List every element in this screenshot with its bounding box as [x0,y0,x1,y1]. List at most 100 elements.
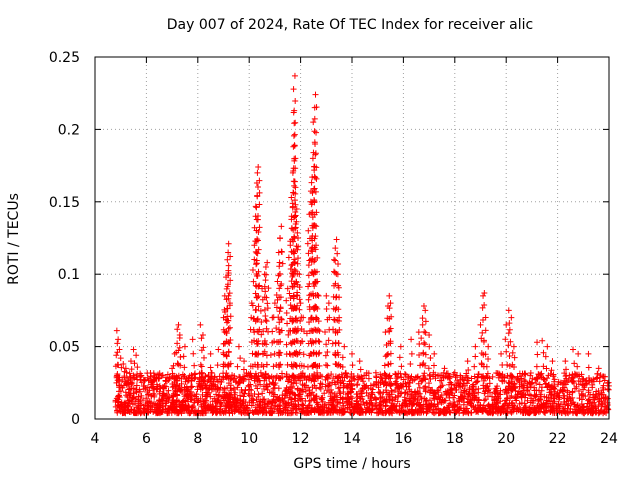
data-point [322,383,329,390]
data-point [382,402,389,409]
data-point [369,406,376,413]
data-point [376,408,383,415]
data-point [323,373,330,380]
data-point [215,378,222,385]
data-point [321,390,328,397]
data-point [447,400,454,407]
data-point [237,374,244,381]
data-point [292,225,299,232]
data-point [189,375,196,382]
data-point [468,409,475,416]
data-point [527,370,534,377]
data-point [291,142,298,149]
data-point [497,391,504,398]
data-point [426,397,433,404]
data-point [292,184,299,191]
data-point [255,293,262,300]
data-point [252,290,259,297]
data-point [327,410,334,417]
data-point [508,386,515,393]
data-point [278,248,285,255]
data-point [595,388,602,395]
data-point [362,408,369,415]
data-point [487,409,494,416]
data-point [506,362,513,369]
data-point [527,372,534,379]
data-point [392,370,399,377]
data-point [124,403,131,410]
data-point [575,387,582,394]
data-point [177,354,184,361]
data-point [526,391,533,398]
data-point [339,363,346,370]
data-point [456,405,463,412]
data-point [290,86,297,93]
data-point [308,179,315,186]
data-point [513,376,520,383]
data-point [288,389,295,396]
data-point [430,362,437,369]
data-point [285,402,292,409]
data-point [422,318,429,325]
data-point [138,392,145,399]
data-point [452,409,459,416]
data-point [335,261,342,268]
data-point [586,396,593,403]
data-point [585,389,592,396]
data-point [316,384,323,391]
data-point [225,375,232,382]
data-point [248,387,255,394]
data-point [225,267,232,274]
data-point [415,380,422,387]
data-point [315,374,322,381]
data-point [286,394,293,401]
data-point [478,373,485,380]
data-point [276,402,283,409]
data-point [600,373,607,380]
data-point [322,376,329,383]
data-point [229,372,236,379]
data-point [272,380,279,387]
data-point [556,403,563,410]
data-point [416,390,423,397]
data-point [314,399,321,406]
x-tick-label: 18 [446,431,464,447]
data-point [549,358,556,365]
data-point [323,341,330,348]
data-point [293,243,300,250]
data-point [435,389,442,396]
data-point [375,379,382,386]
data-point [455,384,462,391]
data-point [253,261,260,268]
data-point [237,401,244,408]
data-point [227,382,234,389]
data-point [258,331,265,338]
data-point [505,330,512,337]
data-point [443,390,450,397]
data-point [344,384,351,391]
data-point [154,385,161,392]
data-point [113,352,120,359]
data-point [313,104,320,111]
data-point [285,331,292,338]
data-point [334,398,341,405]
data-point [154,410,161,417]
data-point [195,398,202,405]
x-tick-label: 4 [91,431,100,447]
data-point [284,391,291,398]
data-point [296,284,303,291]
data-point [180,374,187,381]
data-point [335,284,342,291]
data-point [260,363,267,370]
data-point [510,343,517,350]
data-point [376,406,383,413]
data-point [125,389,132,396]
data-points [112,72,612,417]
data-point [313,393,320,400]
data-point [422,329,429,336]
data-point [431,401,438,408]
data-point [533,391,540,398]
data-point [277,304,284,311]
data-point [600,382,607,389]
data-point [287,302,294,309]
